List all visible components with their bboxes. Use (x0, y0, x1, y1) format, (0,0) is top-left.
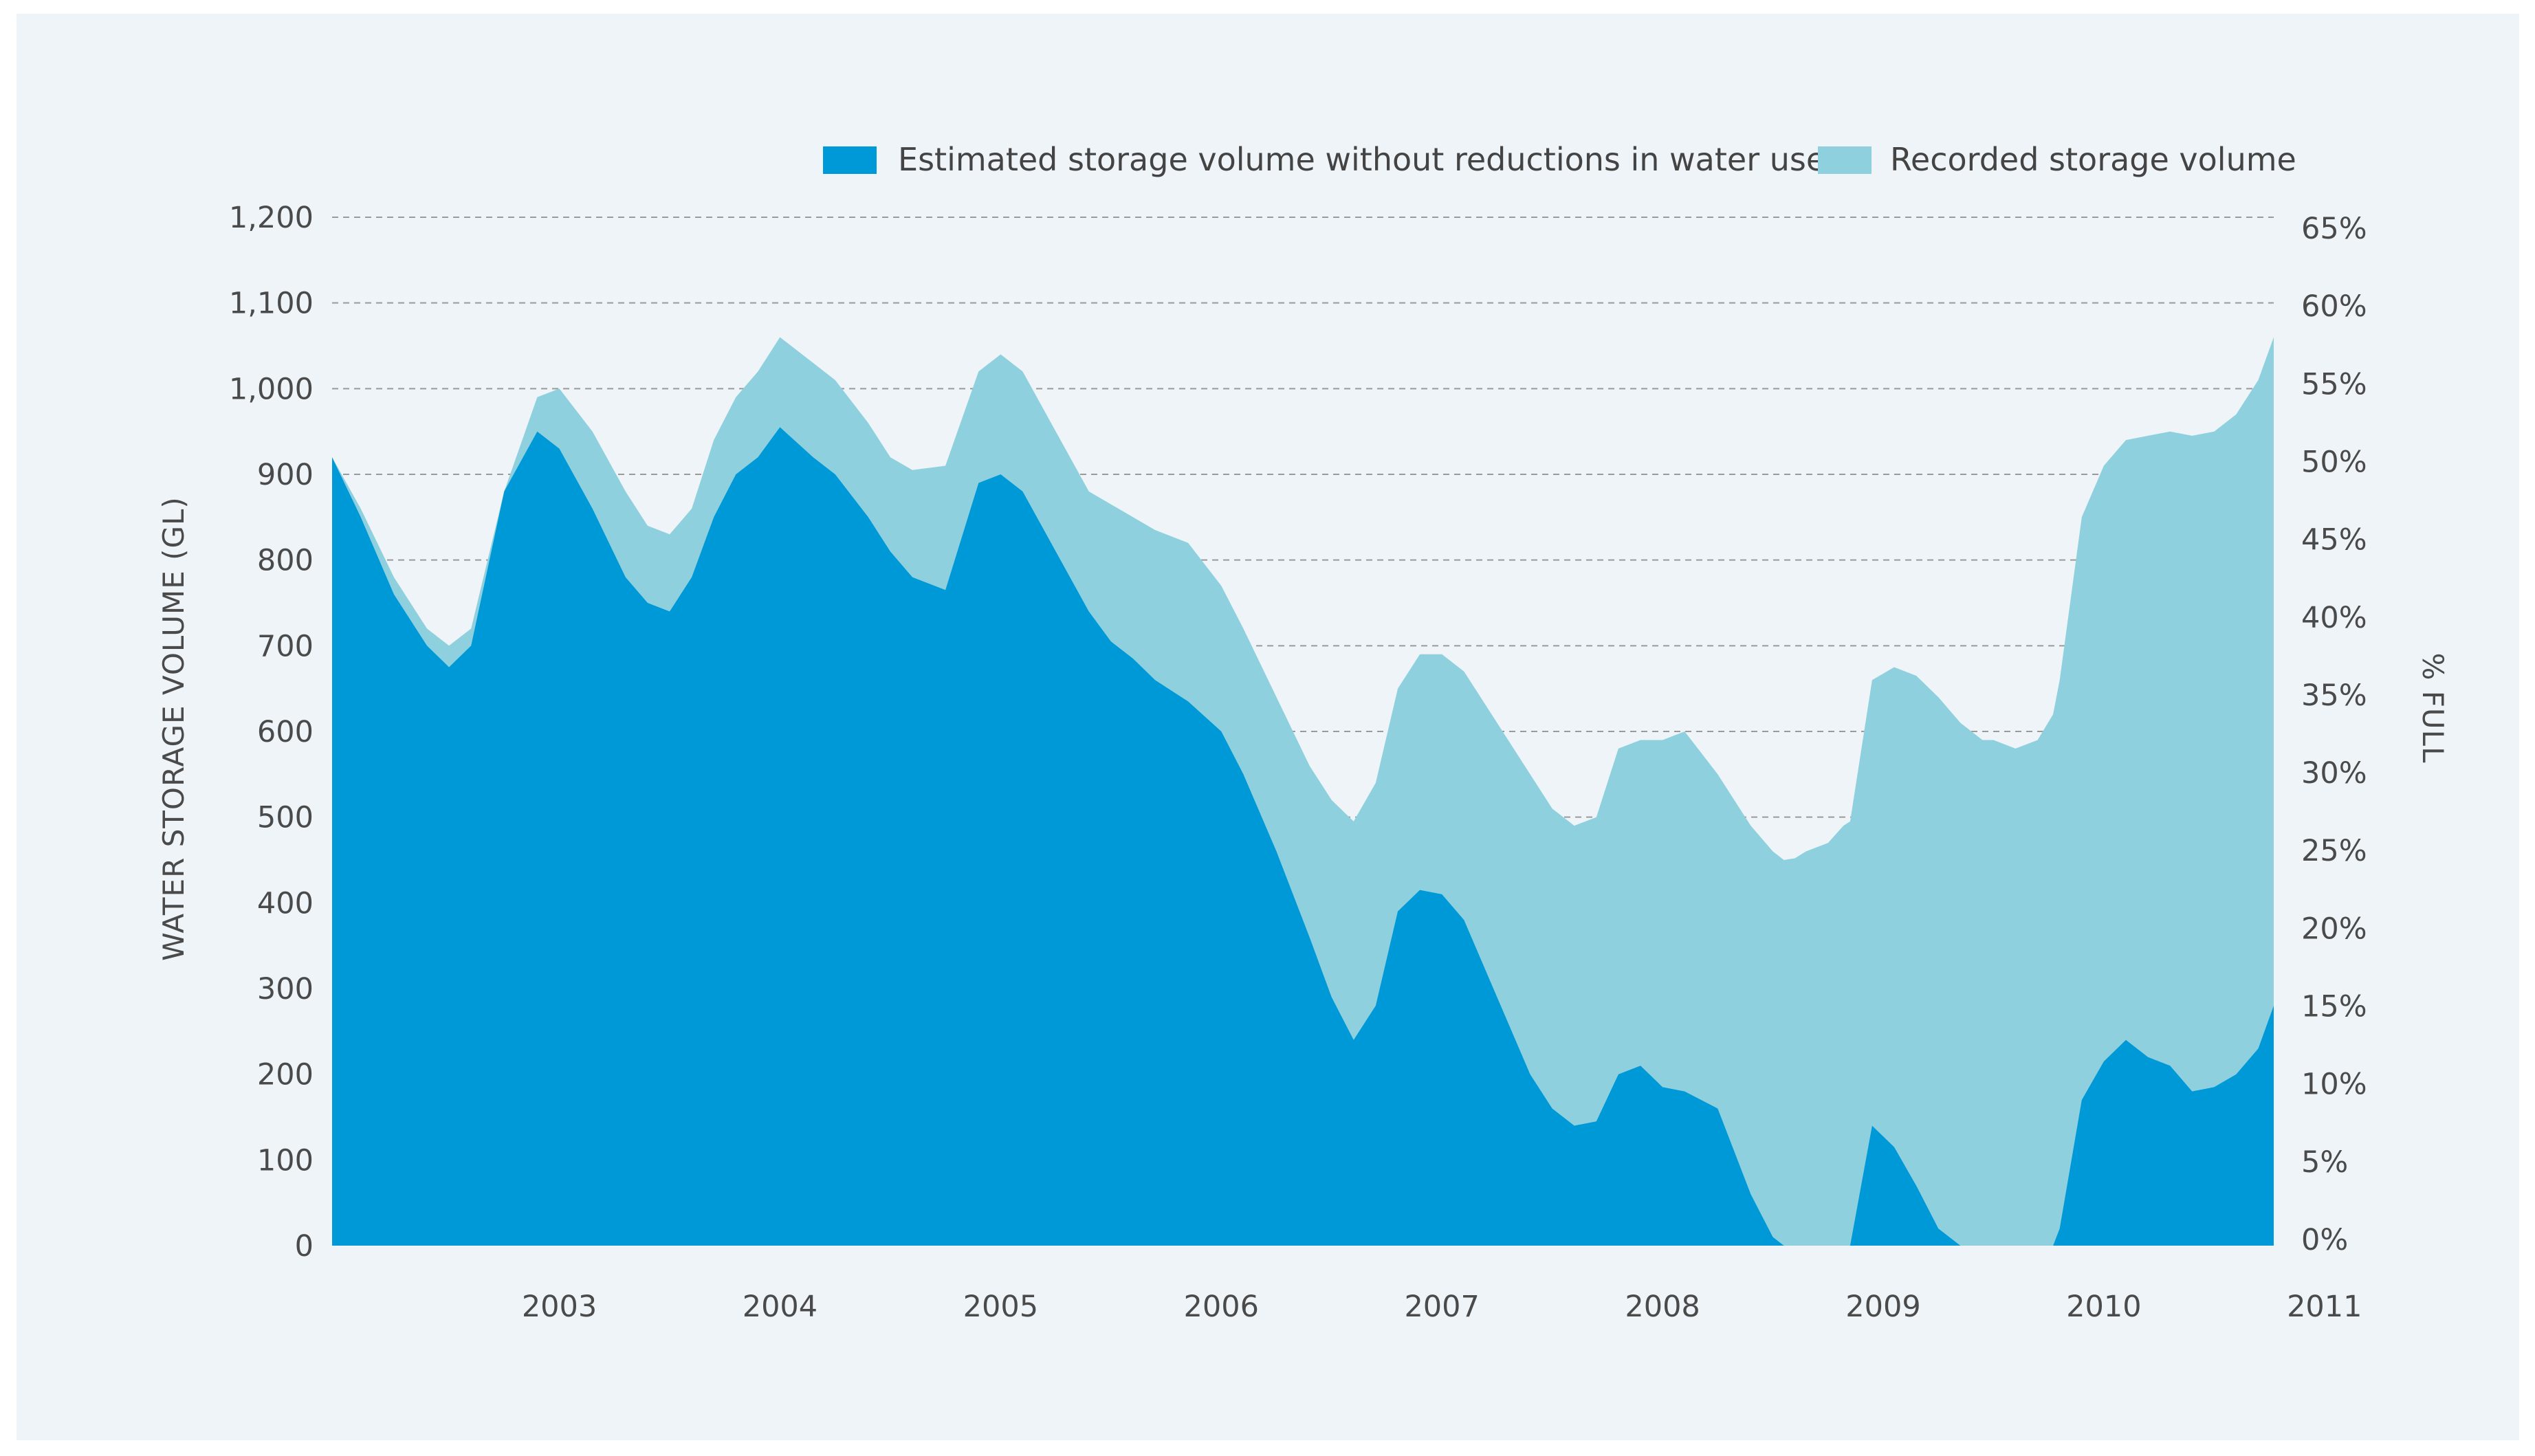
y-tick-label: 700 (257, 629, 314, 663)
y2-tick-label: 35% (2301, 679, 2367, 713)
x-tick-label: 2003 (522, 1290, 597, 1324)
y2-tick-label: 10% (2301, 1068, 2367, 1102)
y2-tick-label: 55% (2301, 367, 2367, 401)
y2-tick-label: 20% (2301, 912, 2367, 946)
y-tick-label: 900 (257, 458, 314, 492)
chart-panel: 0 100 200 300 400 500 600 700 800 900 1,000 1,100 1,… (17, 14, 2519, 1440)
x-tick-label: 2004 (743, 1290, 817, 1324)
y2-tick-label: 15% (2301, 990, 2367, 1024)
y2-tick-label: 5% (2301, 1145, 2348, 1180)
x-tick-label: 2009 (1845, 1290, 1920, 1324)
x-axis-ticks: 2003 2004 2005 2006 2007 2008 2009 2010 2011 (522, 1290, 2362, 1324)
y2-tick-label: 50% (2301, 445, 2367, 479)
y2-tick-label: 65% (2301, 212, 2367, 246)
y-tick-label: 400 (257, 886, 314, 920)
area-series (332, 337, 2274, 1246)
y-tick-label: 1,200 (229, 201, 314, 235)
x-tick-label: 2006 (1184, 1290, 1259, 1324)
y-tick-label: 1,000 (229, 372, 314, 406)
y-tick-label: 0 (295, 1229, 314, 1264)
x-tick-label: 2008 (1625, 1290, 1700, 1324)
x-tick-label: 2007 (1404, 1290, 1479, 1324)
y-tick-label: 800 (257, 544, 314, 578)
left-axis-ticks: 0 100 200 300 400 500 600 700 800 900 1,000 1,100 1,… (229, 201, 314, 1264)
y2-tick-label: 40% (2301, 601, 2367, 635)
y2-tick-label: 60% (2301, 289, 2367, 324)
x-tick-label: 2011 (2287, 1290, 2362, 1324)
y-tick-label: 100 (257, 1143, 314, 1178)
y2-tick-label: 30% (2301, 756, 2367, 791)
y-axis-title: WATER STORAGE VOLUME (GL) (157, 496, 190, 961)
y-tick-label: 300 (257, 972, 314, 1006)
y2-tick-label: 45% (2301, 523, 2367, 558)
x-tick-label: 2005 (963, 1290, 1038, 1324)
x-tick-label: 2010 (2066, 1290, 2141, 1324)
storage-volume-chart: 0 100 200 300 400 500 600 700 800 900 1,000 1,100 1,… (157, 141, 2450, 1324)
right-axis-ticks: 0% 5% 10% 15% 20% 25% 30% 35% 40% 45% 50% 55% 60% 65% (2301, 212, 2367, 1257)
y-tick-label: 600 (257, 715, 314, 749)
legend-label-estimated: Estimated storage volume without reducti… (898, 141, 1825, 178)
y2-tick-label: 25% (2301, 834, 2367, 868)
y-tick-label: 1,100 (229, 287, 314, 321)
y-tick-label: 200 (257, 1058, 314, 1092)
right-axis-title: % FULL (2416, 653, 2450, 764)
legend-swatch-estimated (823, 146, 877, 174)
legend-label-recorded: Recorded storage volume (1890, 141, 2296, 178)
legend-swatch-recorded (1818, 146, 1872, 174)
estimated-storage-area (332, 427, 2274, 1246)
y-tick-label: 500 (257, 801, 314, 835)
legend: Estimated storage volume without reducti… (823, 141, 2296, 178)
y2-tick-label: 0% (2301, 1223, 2348, 1257)
